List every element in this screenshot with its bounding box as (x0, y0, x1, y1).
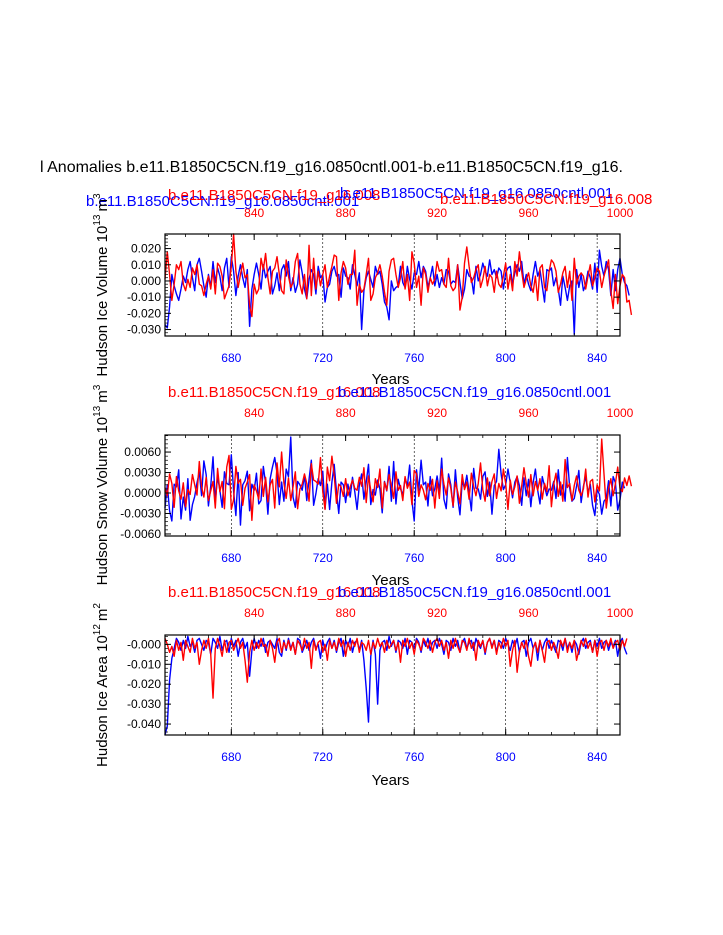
y-tick-label: -0.0030 (120, 506, 161, 520)
series-label-blue: b.e11.B1850C5CN.f19_g16.0850cntl.001 (338, 584, 611, 601)
x-axis-label: Years (372, 772, 410, 789)
series-line-blue (164, 249, 630, 336)
top-center-series-label: b.e11.B1850C5CN.f19_g16.0850cntl.001 (340, 185, 613, 202)
plot-frame (164, 434, 621, 537)
x-tick-label: 800 (496, 351, 516, 365)
y-axis-label-group: Hudson Snow Volume 1013 m3 (92, 384, 111, 585)
series-line-red (164, 233, 633, 318)
y-tick-label: 0.010 (131, 258, 161, 272)
y-axis-label: Hudson Ice Volume 1013 m3 (92, 193, 111, 377)
x-tick-label: 760 (404, 551, 424, 565)
y-tick-label: -0.010 (127, 290, 161, 304)
y-axis-label-unit: m (94, 390, 111, 403)
top-x-tick-label: 920 (427, 406, 447, 420)
y-axis-label-unit-exponent: 3 (92, 193, 103, 199)
x-tick-label: 800 (496, 750, 516, 764)
y-tick-label: -0.010 (127, 657, 161, 671)
x-tick-label: 720 (313, 551, 333, 565)
y-axis-label-group: Hudson Ice Volume 1013 m3 (92, 193, 111, 377)
top-x-tick-label: 880 (336, 406, 356, 420)
x-tick-label: 680 (221, 351, 241, 365)
y-tick-label: 0.000 (131, 274, 161, 288)
top-x-tick-label: 1000 (607, 406, 634, 420)
y-axis-label-unit: m (94, 199, 111, 212)
top-x-tick-label: 880 (336, 206, 356, 220)
y-tick-label: -0.040 (127, 717, 161, 731)
series-label-blue: b.e11.B1850C5CN.f19_g16.0850cntl.001 (338, 384, 611, 401)
series-label-red: b.e11.B1850C5CN.f19_g16.008 (168, 384, 380, 401)
x-axis-label: Years (372, 371, 410, 388)
y-axis-label-exponent: 12 (92, 624, 103, 636)
top-red-overlap-label: b.e11.B1850C5CN.f19_g16.008 (168, 187, 380, 204)
x-tick-label: 840 (587, 750, 607, 764)
y-axis-label-text: Hudson Snow Volume 10 (94, 417, 111, 585)
chart-panel-1: 680 720 760 800 840 840 880 920 960 1000 0.020 0.01… (92, 193, 634, 388)
y-tick-label: 0.0060 (124, 445, 161, 459)
series-label-red: b.e11.B1850C5CN.f19_g16.008 (168, 584, 380, 601)
series-line-red (164, 438, 633, 521)
y-tick-label: -0.020 (127, 677, 161, 691)
y-axis-label: Hudson Snow Volume 1013 m3 (92, 384, 111, 585)
y-axis-label-exponent: 13 (92, 405, 103, 417)
y-tick-label: 0.0030 (124, 466, 161, 480)
y-axis-label-text: Hudson Ice Volume 10 (94, 226, 111, 377)
top-x-tick-label: 880 (336, 606, 356, 620)
x-tick-label: 680 (221, 551, 241, 565)
y-axis-label-unit: m (94, 609, 111, 622)
top-x-tick-label: 960 (519, 606, 539, 620)
x-tick-label: 760 (404, 750, 424, 764)
y-tick-label: 0.0000 (124, 486, 161, 500)
top-x-tick-label: 960 (519, 406, 539, 420)
top-x-tick-label: 920 (427, 206, 447, 220)
x-tick-label: 840 (587, 551, 607, 565)
plot-frame (164, 233, 621, 337)
y-tick-label: -0.030 (127, 697, 161, 711)
y-tick-label: -0.0060 (120, 527, 161, 541)
x-tick-label: 760 (404, 351, 424, 365)
plot-frame (164, 634, 621, 736)
top-x-tick-label: 840 (244, 606, 264, 620)
x-tick-label: 800 (496, 551, 516, 565)
chart-panel-2: 680 720 760 800 840 840 880 920 960 1000 0.0060 0.0… (92, 384, 634, 589)
top-x-tick-label: 840 (244, 206, 264, 220)
x-tick-label: 840 (587, 351, 607, 365)
y-tick-label: -0.030 (127, 323, 161, 337)
y-axis-label-unit-exponent: 2 (92, 603, 103, 609)
y-axis-label-exponent: 13 (92, 214, 103, 226)
y-axis-label: Hudson Ice Area 1012 m2 (92, 603, 111, 767)
main-title: l Anomalies b.e11.B1850C5CN.f19_g16.0850… (40, 159, 623, 176)
y-axis-label-text: Hudson Ice Area 10 (94, 635, 111, 767)
top-x-tick-label: 920 (427, 606, 447, 620)
top-right-series-label: b.e11.B1850C5CN.f19_g16.008 (440, 191, 652, 208)
y-tick-label: -0.020 (127, 306, 161, 320)
top-x-tick-label: 1000 (607, 606, 634, 620)
top-x-tick-label: 840 (244, 406, 264, 420)
chart-panel-3: 680 720 760 800 840 840 880 920 960 1000 -0.000 -0.… (92, 603, 634, 789)
y-axis-label-group: Hudson Ice Area 1012 m2 (92, 603, 111, 767)
y-tick-label: 0.020 (131, 242, 161, 256)
y-tick-label: -0.000 (127, 637, 161, 651)
x-tick-label: 680 (221, 750, 241, 764)
top-x-tick-label: 1000 (607, 206, 634, 220)
x-tick-label: 720 (313, 750, 333, 764)
top-left-series-label: b.e11.B1850C5CN.f19_g16.0850cntl.001 (86, 193, 359, 210)
series-line-red (164, 637, 628, 699)
panels-group: 680 720 760 800 840 840 880 920 960 1000 0.020 0.01… (92, 193, 634, 789)
top-x-tick-label: 960 (519, 206, 539, 220)
x-axis-label: Years (372, 572, 410, 589)
x-tick-label: 720 (313, 351, 333, 365)
y-axis-label-unit-exponent: 3 (92, 384, 103, 390)
